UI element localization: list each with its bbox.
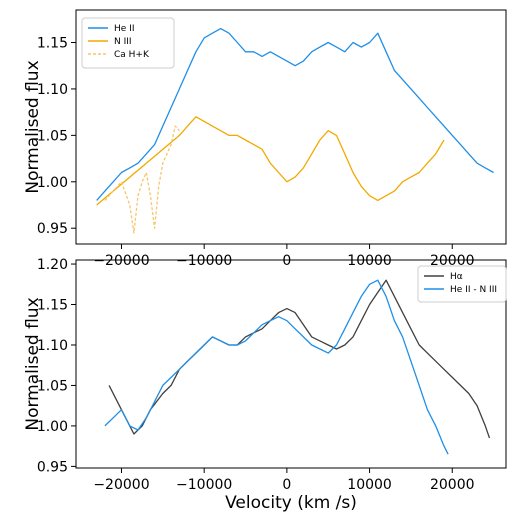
x-tick-label: 10000 [347, 253, 392, 269]
x-tick-label: 20000 [430, 253, 475, 269]
x-tick-label: −10000 [176, 477, 232, 493]
y-axis-label: Normalised flux [23, 297, 43, 430]
y-tick-label: 1.20 [37, 257, 68, 273]
legend-box [81, 17, 175, 69]
y-tick-label: 1.15 [37, 298, 68, 314]
x-tick-label: 0 [282, 477, 291, 493]
y-tick-label: 0.95 [37, 221, 68, 237]
x-tick-label: 10000 [347, 477, 392, 493]
y-tick-label: 1.15 [37, 36, 68, 52]
legend-label: He II - N III [450, 285, 497, 295]
y-tick-label: 1.10 [37, 82, 68, 98]
legend: Hα He II - N III [417, 265, 507, 303]
legend: He II N III Ca H+K [81, 17, 175, 69]
series-line-ca-h-k [104, 125, 180, 234]
series-line-h- [108, 279, 491, 439]
y-tick-label: 1.00 [37, 175, 68, 191]
y-tick-label: 0.95 [37, 459, 68, 475]
x-tick-label: −20000 [93, 253, 149, 269]
x-tick-label: 0 [282, 253, 291, 269]
x-tick-label: −20000 [93, 477, 149, 493]
legend-label: Hα [450, 272, 463, 282]
legend-label: He II [114, 24, 134, 34]
series-line-he-ii-n-iii [104, 279, 449, 455]
legend-box [417, 265, 507, 303]
x-axis-label: Velocity (km /s) [225, 493, 357, 513]
series-group [96, 27, 494, 234]
chart-panel-2: −20000 −10000 0 10000 20000 0.95 1.00 1.05 1.10 1… [23, 257, 507, 513]
plot-frame [75, 259, 507, 469]
chart-panel-1: −20000 −10000 0 10000 20000 0.95 1.00 1.05 1.10 1… [23, 9, 507, 269]
y-tick-label: 1.05 [37, 128, 68, 144]
y-axis-label: Normalised flux [23, 60, 43, 193]
x-tick-label: 20000 [430, 477, 475, 493]
legend-label: N III [114, 37, 132, 47]
series-line-n-iii [96, 116, 445, 206]
x-tick-label: −10000 [176, 253, 232, 269]
y-tick-label: 1.10 [37, 338, 68, 354]
y-tick-label: 1.05 [37, 378, 68, 394]
series-line-he-ii [96, 27, 494, 201]
y-tick-label: 1.00 [37, 419, 68, 435]
plot-frame [75, 9, 507, 245]
series-group [104, 279, 491, 455]
legend-label: Ca H+K [114, 50, 150, 60]
